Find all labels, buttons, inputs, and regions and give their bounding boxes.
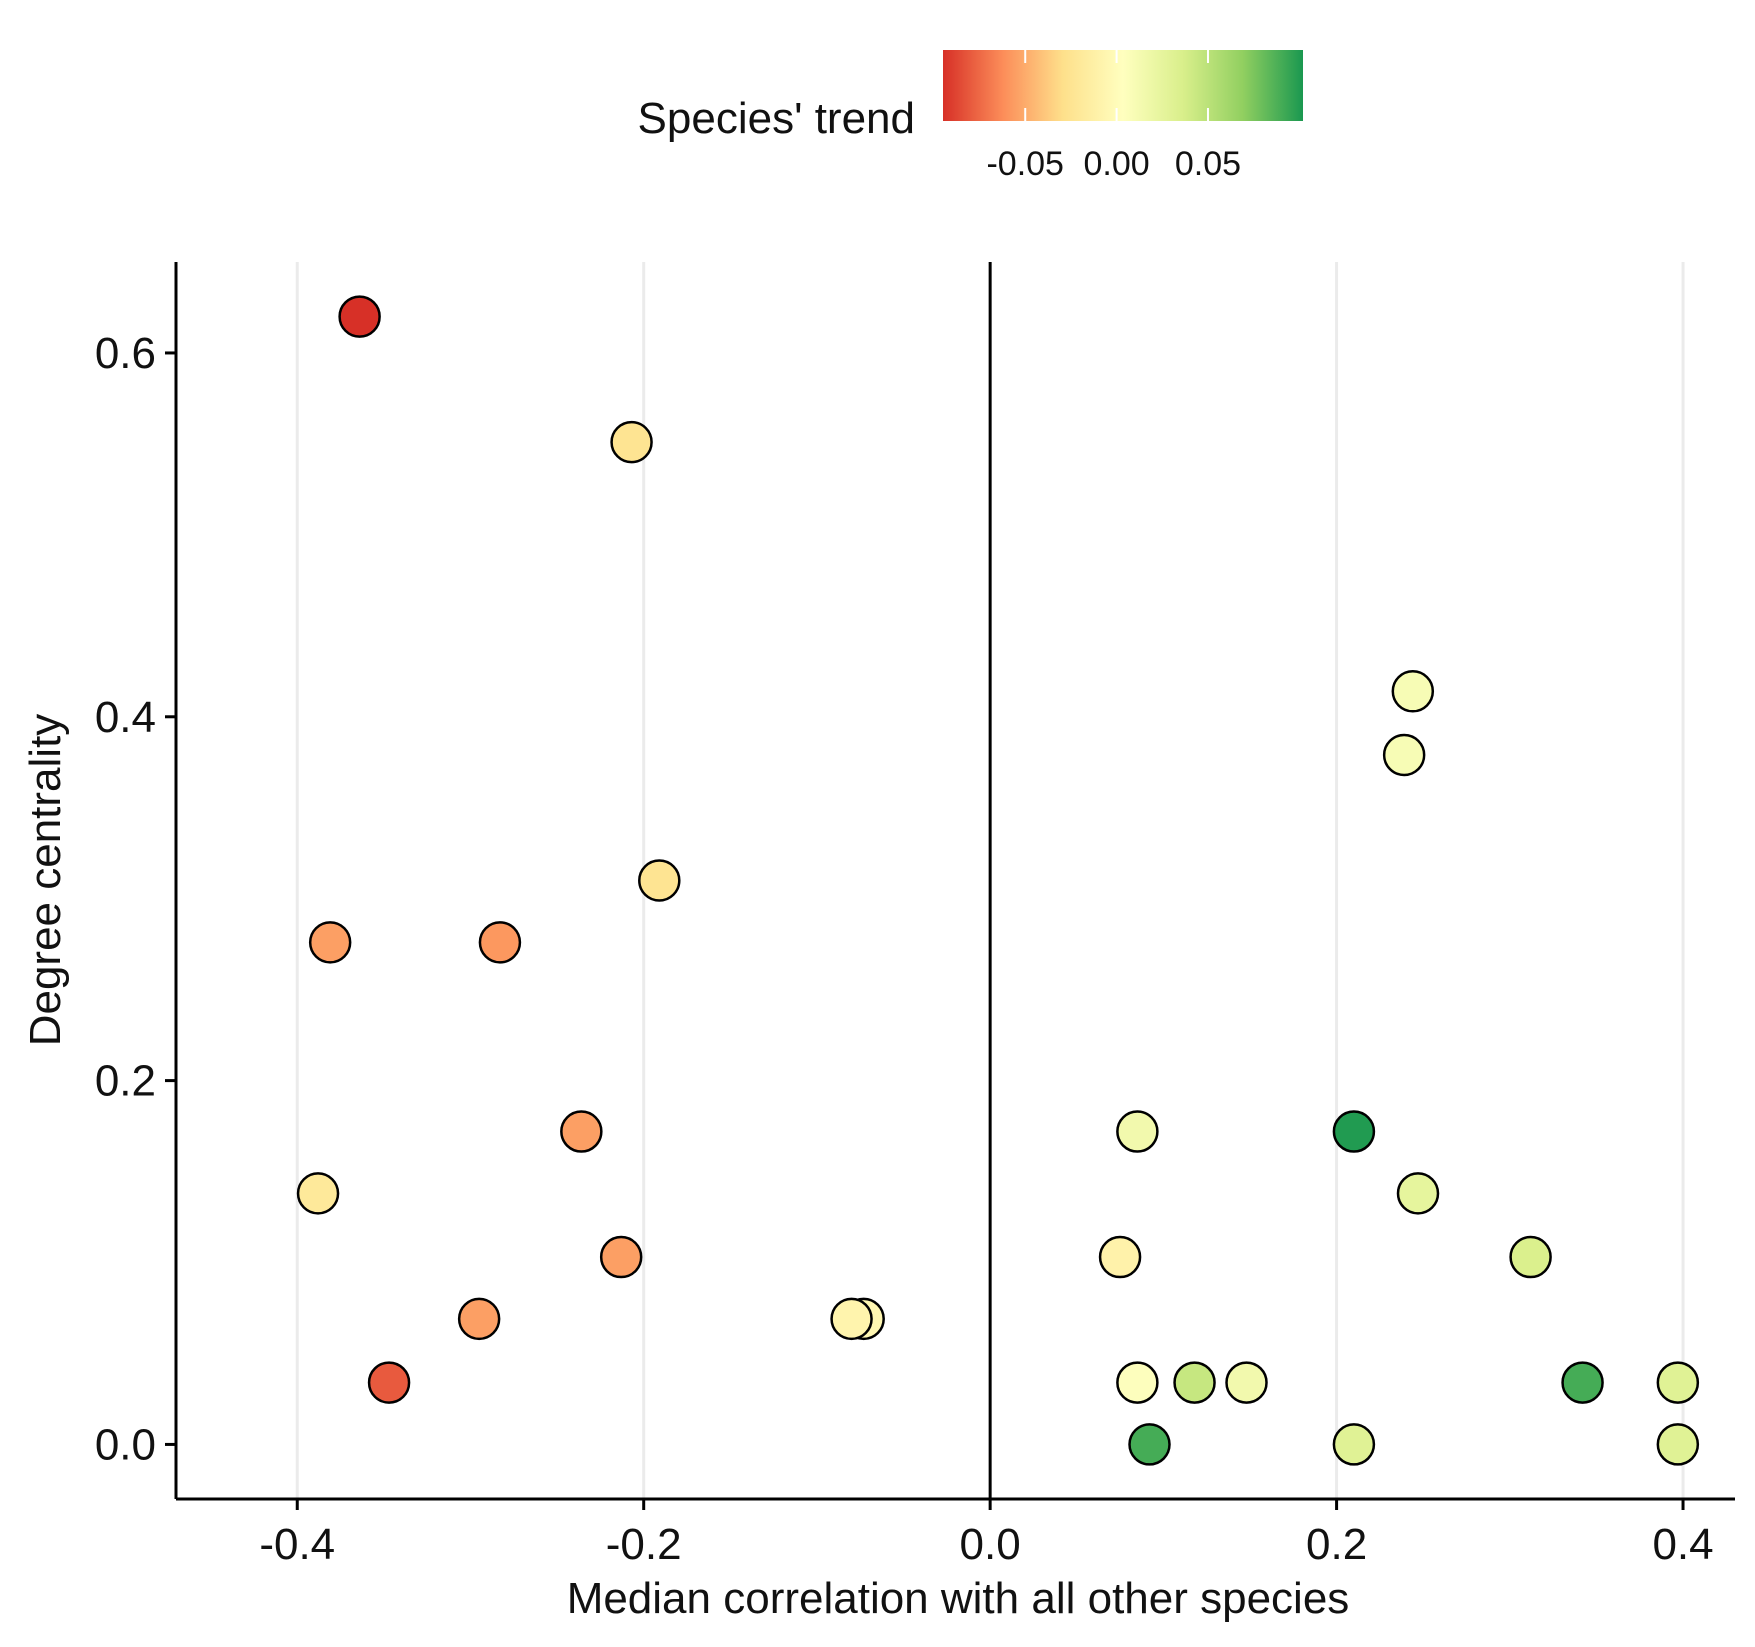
data-point [457,1297,501,1341]
data-point [1382,733,1426,777]
data-point [1225,1361,1268,1404]
data-point [1561,1361,1604,1404]
data-point [296,1172,340,1215]
y-axis-ticks: 0.0 0.2 0.4 0.6 [95,329,176,1469]
data-point [1332,1110,1376,1153]
data-point [1173,1361,1216,1404]
x-tick-label: -0.4 [259,1520,335,1569]
data-point [308,921,352,964]
x-axis-title: Median correlation with all other specie… [567,1574,1350,1623]
data-point [830,1297,873,1341]
legend-tick-label: -0.05 [986,145,1064,183]
data-point [338,295,381,338]
legend-colorbar [943,50,1303,121]
legend-title: Species' trend [638,94,915,143]
x-axis-ticks: -0.4 -0.2 0.0 0.2 0.4 [259,1499,1714,1569]
legend-tick-label: 0.05 [1175,145,1241,183]
x-tick-label: 0.4 [1652,1520,1713,1569]
data-point [367,1361,411,1404]
data-point [1116,1361,1159,1404]
data-point [1098,1235,1142,1279]
data-point [1396,1172,1440,1215]
legend-tick-label: 0.00 [1084,145,1150,183]
data-point [478,921,522,964]
data-point [1116,1110,1159,1153]
data-point [1509,1235,1552,1279]
data-point [560,1110,603,1153]
data-point [1332,1423,1376,1466]
x-tick-label: -0.2 [606,1520,682,1569]
y-tick-label: 0.2 [95,1057,156,1106]
x-tick-label: 0.2 [1306,1520,1367,1569]
plot-area: 0.0 0.2 0.4 0.6 -0.4 -0.2 0.0 0.2 0.4 [95,262,1735,1569]
y-tick-label: 0.6 [95,329,156,378]
x-tick-label: 0.0 [960,1520,1021,1569]
data-point [610,420,653,464]
data-point [1128,1423,1171,1466]
data-points [296,295,1700,1466]
legend: Species' trend -0.05 0.00 0.05 [638,50,1303,183]
data-point [1391,670,1435,713]
y-axis-title: Degree centrality [21,714,70,1047]
data-point [1656,1361,1700,1404]
data-point [1656,1423,1700,1466]
legend-ticks: -0.05 0.00 0.05 [986,50,1241,183]
data-point [638,859,681,902]
data-point [599,1235,643,1279]
y-tick-label: 0.4 [95,693,156,742]
y-tick-label: 0.0 [95,1420,156,1469]
